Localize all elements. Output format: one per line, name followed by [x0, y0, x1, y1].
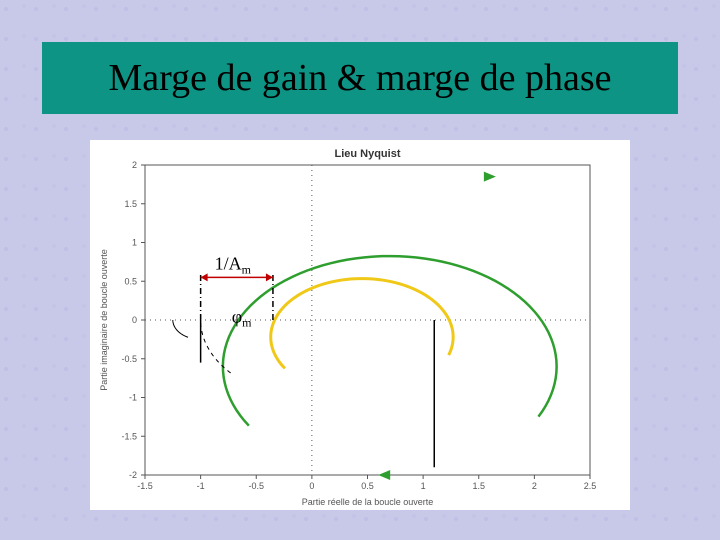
svg-text:-2: -2	[129, 470, 137, 480]
nyquist-chart: -1.5-1-0.500.511.522.5-2-1.5-1-0.500.511…	[90, 140, 630, 510]
svg-text:1: 1	[132, 238, 137, 248]
svg-text:φm: φm	[232, 306, 252, 329]
svg-text:Partie imaginaire de boucle ou: Partie imaginaire de boucle ouverte	[99, 249, 109, 391]
svg-text:0: 0	[309, 481, 314, 491]
svg-text:1/Am: 1/Am	[215, 253, 252, 276]
svg-text:-1: -1	[197, 481, 205, 491]
svg-text:2: 2	[132, 160, 137, 170]
nyquist-svg: -1.5-1-0.500.511.522.5-2-1.5-1-0.500.511…	[90, 140, 630, 510]
slide-title: Marge de gain & marge de phase	[109, 56, 612, 100]
svg-text:-1.5: -1.5	[121, 431, 137, 441]
svg-text:0.5: 0.5	[124, 276, 137, 286]
svg-text:0: 0	[132, 315, 137, 325]
svg-text:-0.5: -0.5	[121, 354, 137, 364]
svg-text:Partie réelle de la boucle ouv: Partie réelle de la boucle ouverte	[302, 497, 434, 507]
svg-text:1.5: 1.5	[472, 481, 485, 491]
svg-text:0.5: 0.5	[361, 481, 374, 491]
svg-text:Lieu Nyquist: Lieu Nyquist	[334, 148, 400, 160]
svg-text:1: 1	[421, 481, 426, 491]
svg-text:-0.5: -0.5	[248, 481, 264, 491]
slide-title-box: Marge de gain & marge de phase	[42, 42, 678, 114]
svg-text:2: 2	[532, 481, 537, 491]
svg-text:-1: -1	[129, 393, 137, 403]
svg-text:1.5: 1.5	[124, 199, 137, 209]
svg-text:-1.5: -1.5	[137, 481, 153, 491]
svg-text:2.5: 2.5	[584, 481, 597, 491]
